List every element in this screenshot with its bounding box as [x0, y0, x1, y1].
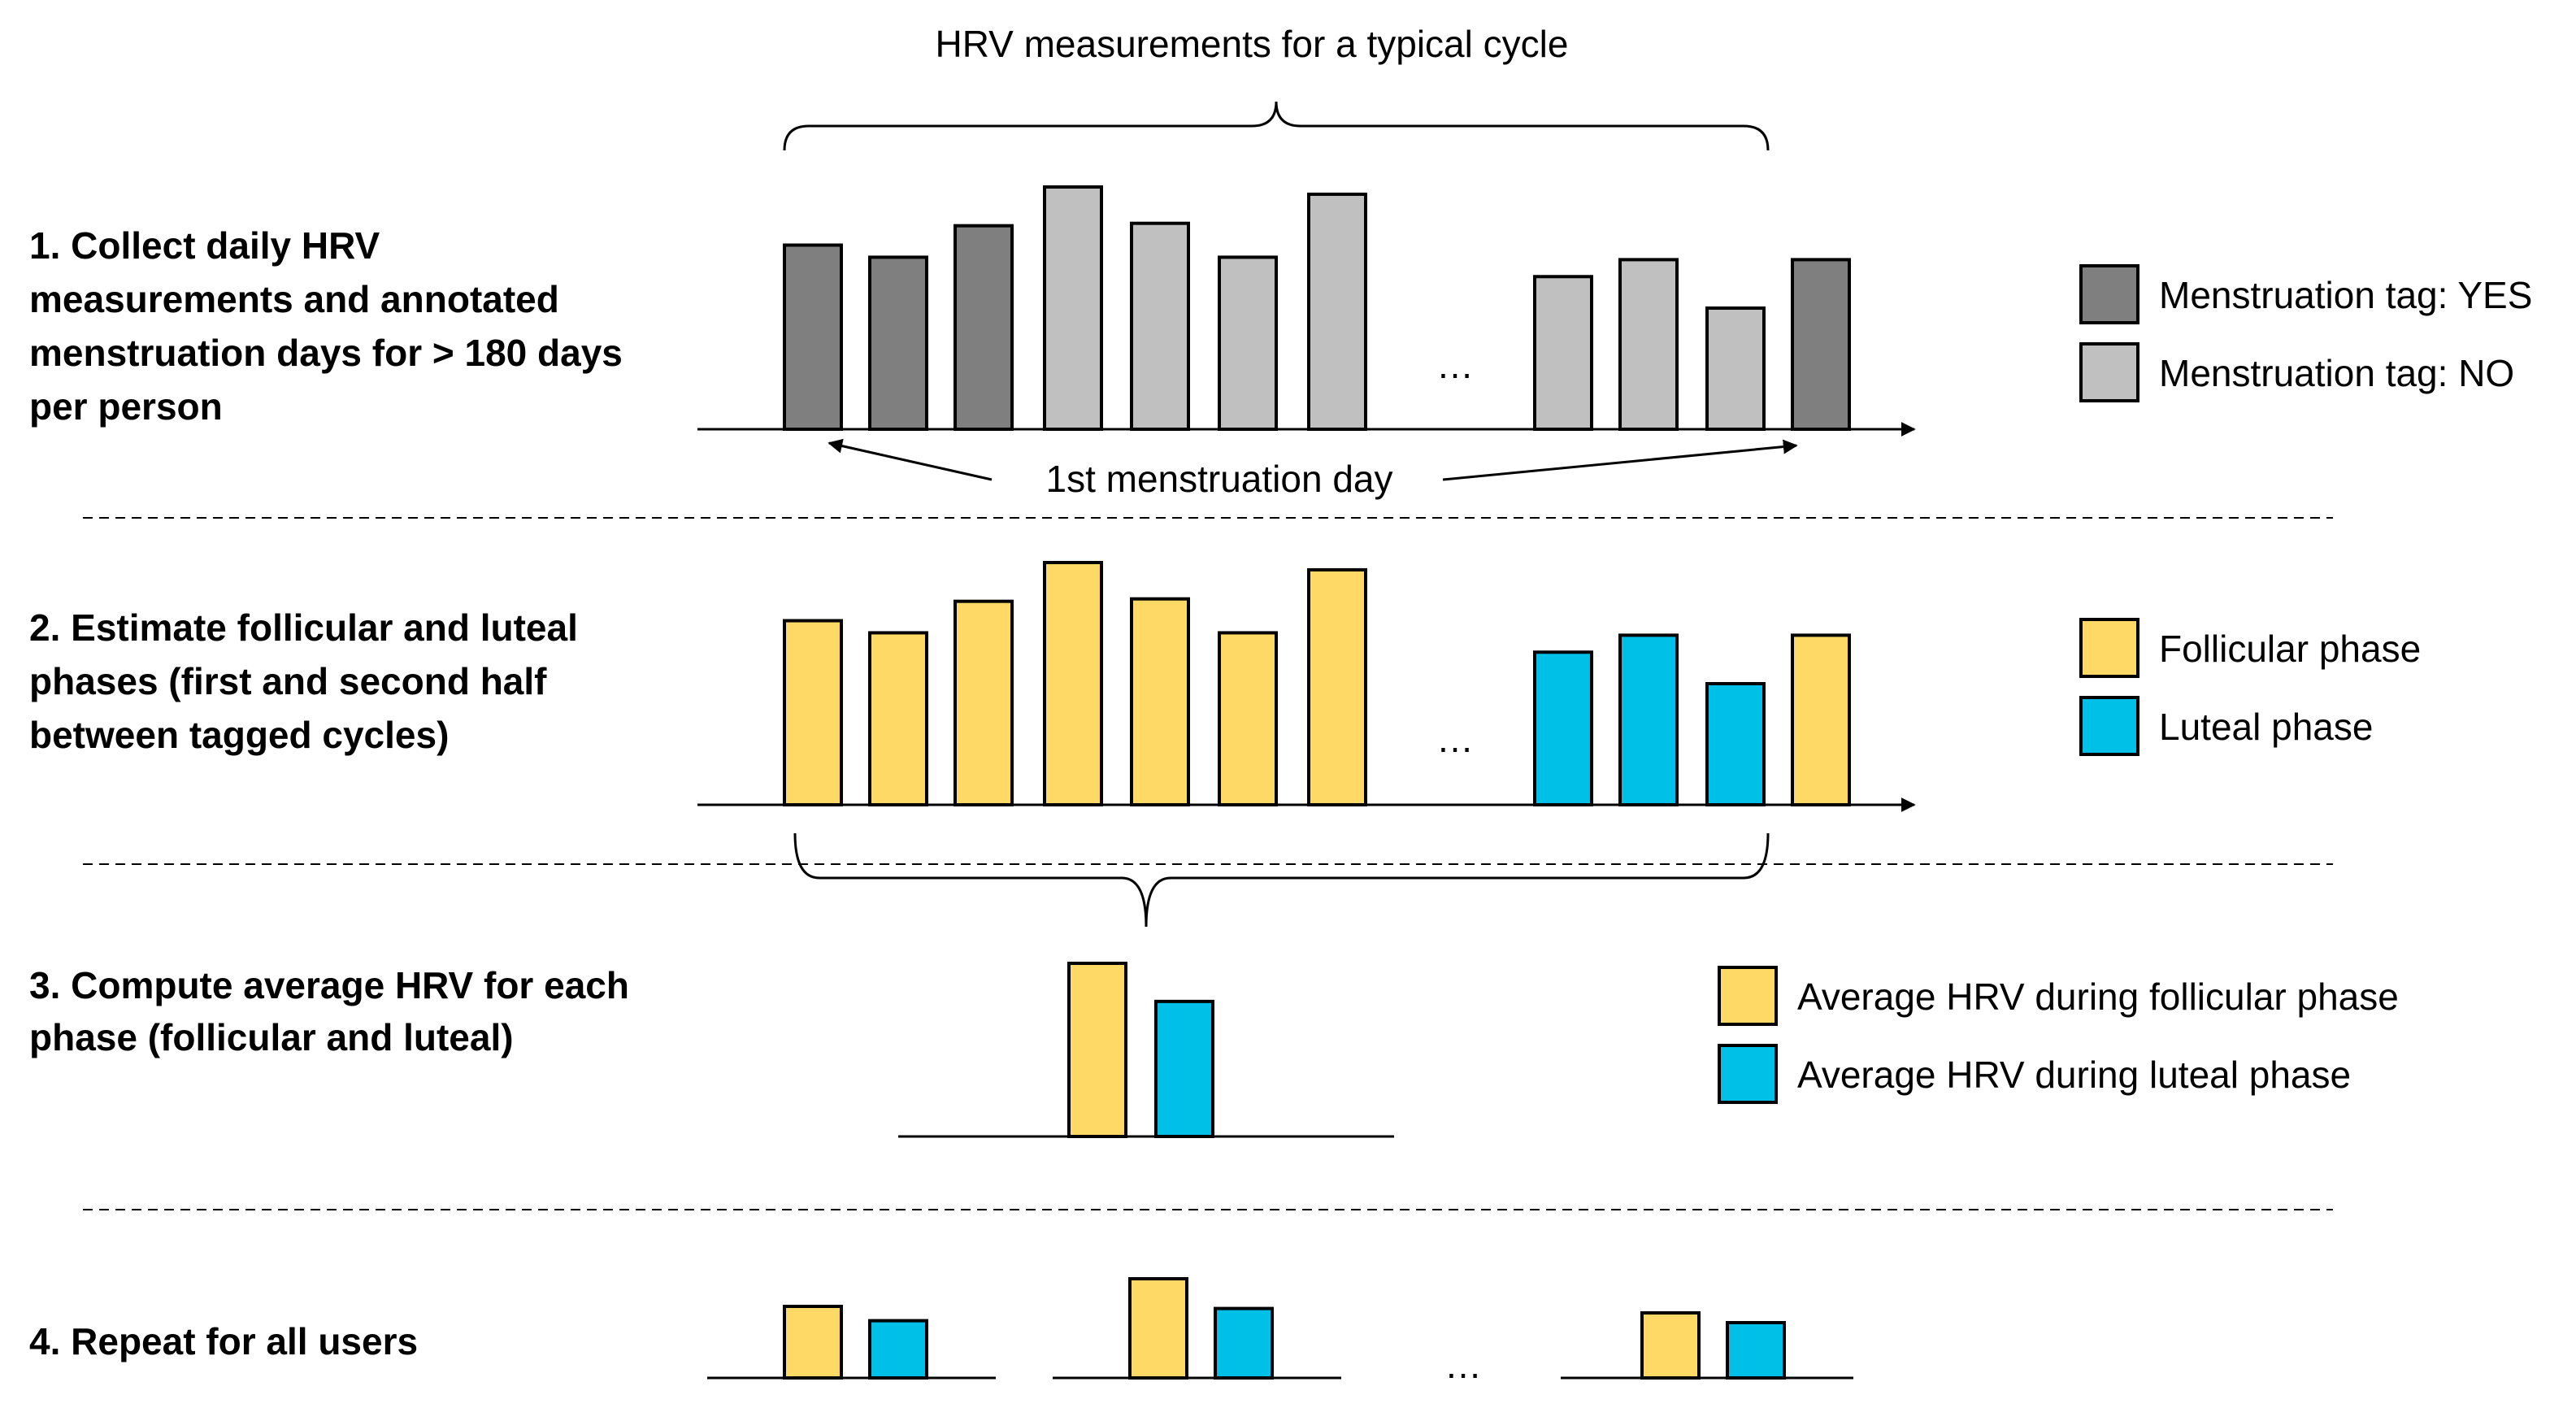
cycle-title: HRV measurements for a typical cycle: [936, 23, 1569, 65]
step3-bar-group: [1067, 962, 1214, 1138]
legend-step3: Average HRV during follicular phase Avera…: [1718, 966, 2399, 1104]
step1-label-line: menstruation days for > 180 days: [29, 332, 623, 374]
step4-user2-bar-luteal: [1214, 1306, 1274, 1380]
step1-bar-10: [1705, 306, 1766, 431]
step1-bar-1: [783, 243, 843, 431]
step3-legend-label-1: Average HRV during follicular phase: [1797, 976, 2399, 1018]
legend-step2: Follicular phase Luteal phase: [2079, 618, 2421, 756]
step2-label-line: 2. Estimate follicular and luteal: [29, 606, 578, 649]
step3-label-line: 3. Compute average HRV for each: [29, 964, 629, 1006]
step2-bar-3: [954, 599, 1014, 806]
step2-bar-9: [1618, 633, 1679, 807]
step4-user3-bar-follicular: [1640, 1311, 1701, 1380]
step2-bar-7: [1307, 567, 1367, 806]
step2-bar-8: [1533, 650, 1593, 807]
step1-bar-4: [1043, 185, 1103, 431]
step4-label-line: 4. Repeat for all users: [29, 1320, 418, 1362]
step2-bar-6: [1218, 631, 1278, 806]
step1-bar-3: [954, 224, 1014, 431]
step1-bar-2: [868, 255, 928, 432]
step2-bar-group: [783, 561, 1851, 807]
step4-user2-bar-follicular: [1128, 1277, 1188, 1380]
step3-label-line: phase (follicular and luteal): [29, 1016, 514, 1058]
step1-bar-6: [1218, 255, 1278, 432]
step2-bar-2: [868, 631, 928, 806]
step2-bar-5: [1130, 597, 1190, 807]
step1-bar-5: [1130, 221, 1190, 432]
step3-legend-label-2: Average HRV during luteal phase: [1797, 1054, 2351, 1096]
step1-bar-11: [1791, 258, 1851, 431]
step2-label-line: phases (first and second half: [29, 660, 547, 702]
step3-legend-swatch-1: [1718, 966, 1778, 1026]
step1-legend-label-1: Menstruation tag: YES: [2159, 274, 2532, 316]
step1-legend-label-2: Menstruation tag: NO: [2159, 352, 2514, 394]
cycle-brace-top: [783, 101, 1770, 151]
step1-legend-swatch-2: [2079, 342, 2139, 402]
step2-bar-4: [1043, 561, 1103, 806]
step1-bar-group: [783, 185, 1851, 432]
step4-user1-bar-luteal: [868, 1319, 928, 1380]
step1-label-line: per person: [29, 385, 223, 428]
step2-ellipsis: …: [1436, 718, 1474, 760]
step4-bar-group: [783, 1277, 1786, 1380]
step1-label-line: measurements and annotated: [29, 278, 559, 320]
first-day-label: 1st menstruation day: [1045, 458, 1392, 500]
step1-label-line: 1. Collect daily HRV: [29, 224, 380, 267]
first-day-arrow-right: [1442, 439, 1798, 481]
cycle-brace-bottom: [793, 832, 1770, 928]
step2-bar-1: [783, 619, 843, 807]
step2-legend-swatch-1: [2079, 618, 2139, 678]
step4-user3-bar-luteal: [1726, 1321, 1786, 1380]
step2-bar-10: [1705, 682, 1766, 806]
step2-legend-swatch-2: [2079, 696, 2139, 756]
legend-step1: Menstruation tag: YES Menstruation tag: N…: [2079, 264, 2532, 402]
step1-bar-8: [1533, 275, 1593, 432]
step2-legend-label-1: Follicular phase: [2159, 628, 2421, 670]
step3-bar-follicular: [1067, 962, 1127, 1138]
step3-bar-luteal: [1154, 999, 1214, 1138]
step4-ellipsis: …: [1444, 1344, 1482, 1386]
first-day-arrow-left: [828, 438, 993, 481]
step1-ellipsis: …: [1436, 344, 1474, 386]
step4-user1-bar-follicular: [783, 1305, 843, 1380]
step3-legend-swatch-2: [1718, 1044, 1778, 1104]
step1-bar-7: [1307, 192, 1367, 431]
step2-legend-label-2: Luteal phase: [2159, 706, 2373, 748]
step1-legend-swatch-1: [2079, 264, 2139, 324]
step2-label-line: between tagged cycles): [29, 714, 449, 756]
step1-bar-9: [1618, 258, 1679, 431]
step2-bar-11: [1791, 633, 1851, 807]
